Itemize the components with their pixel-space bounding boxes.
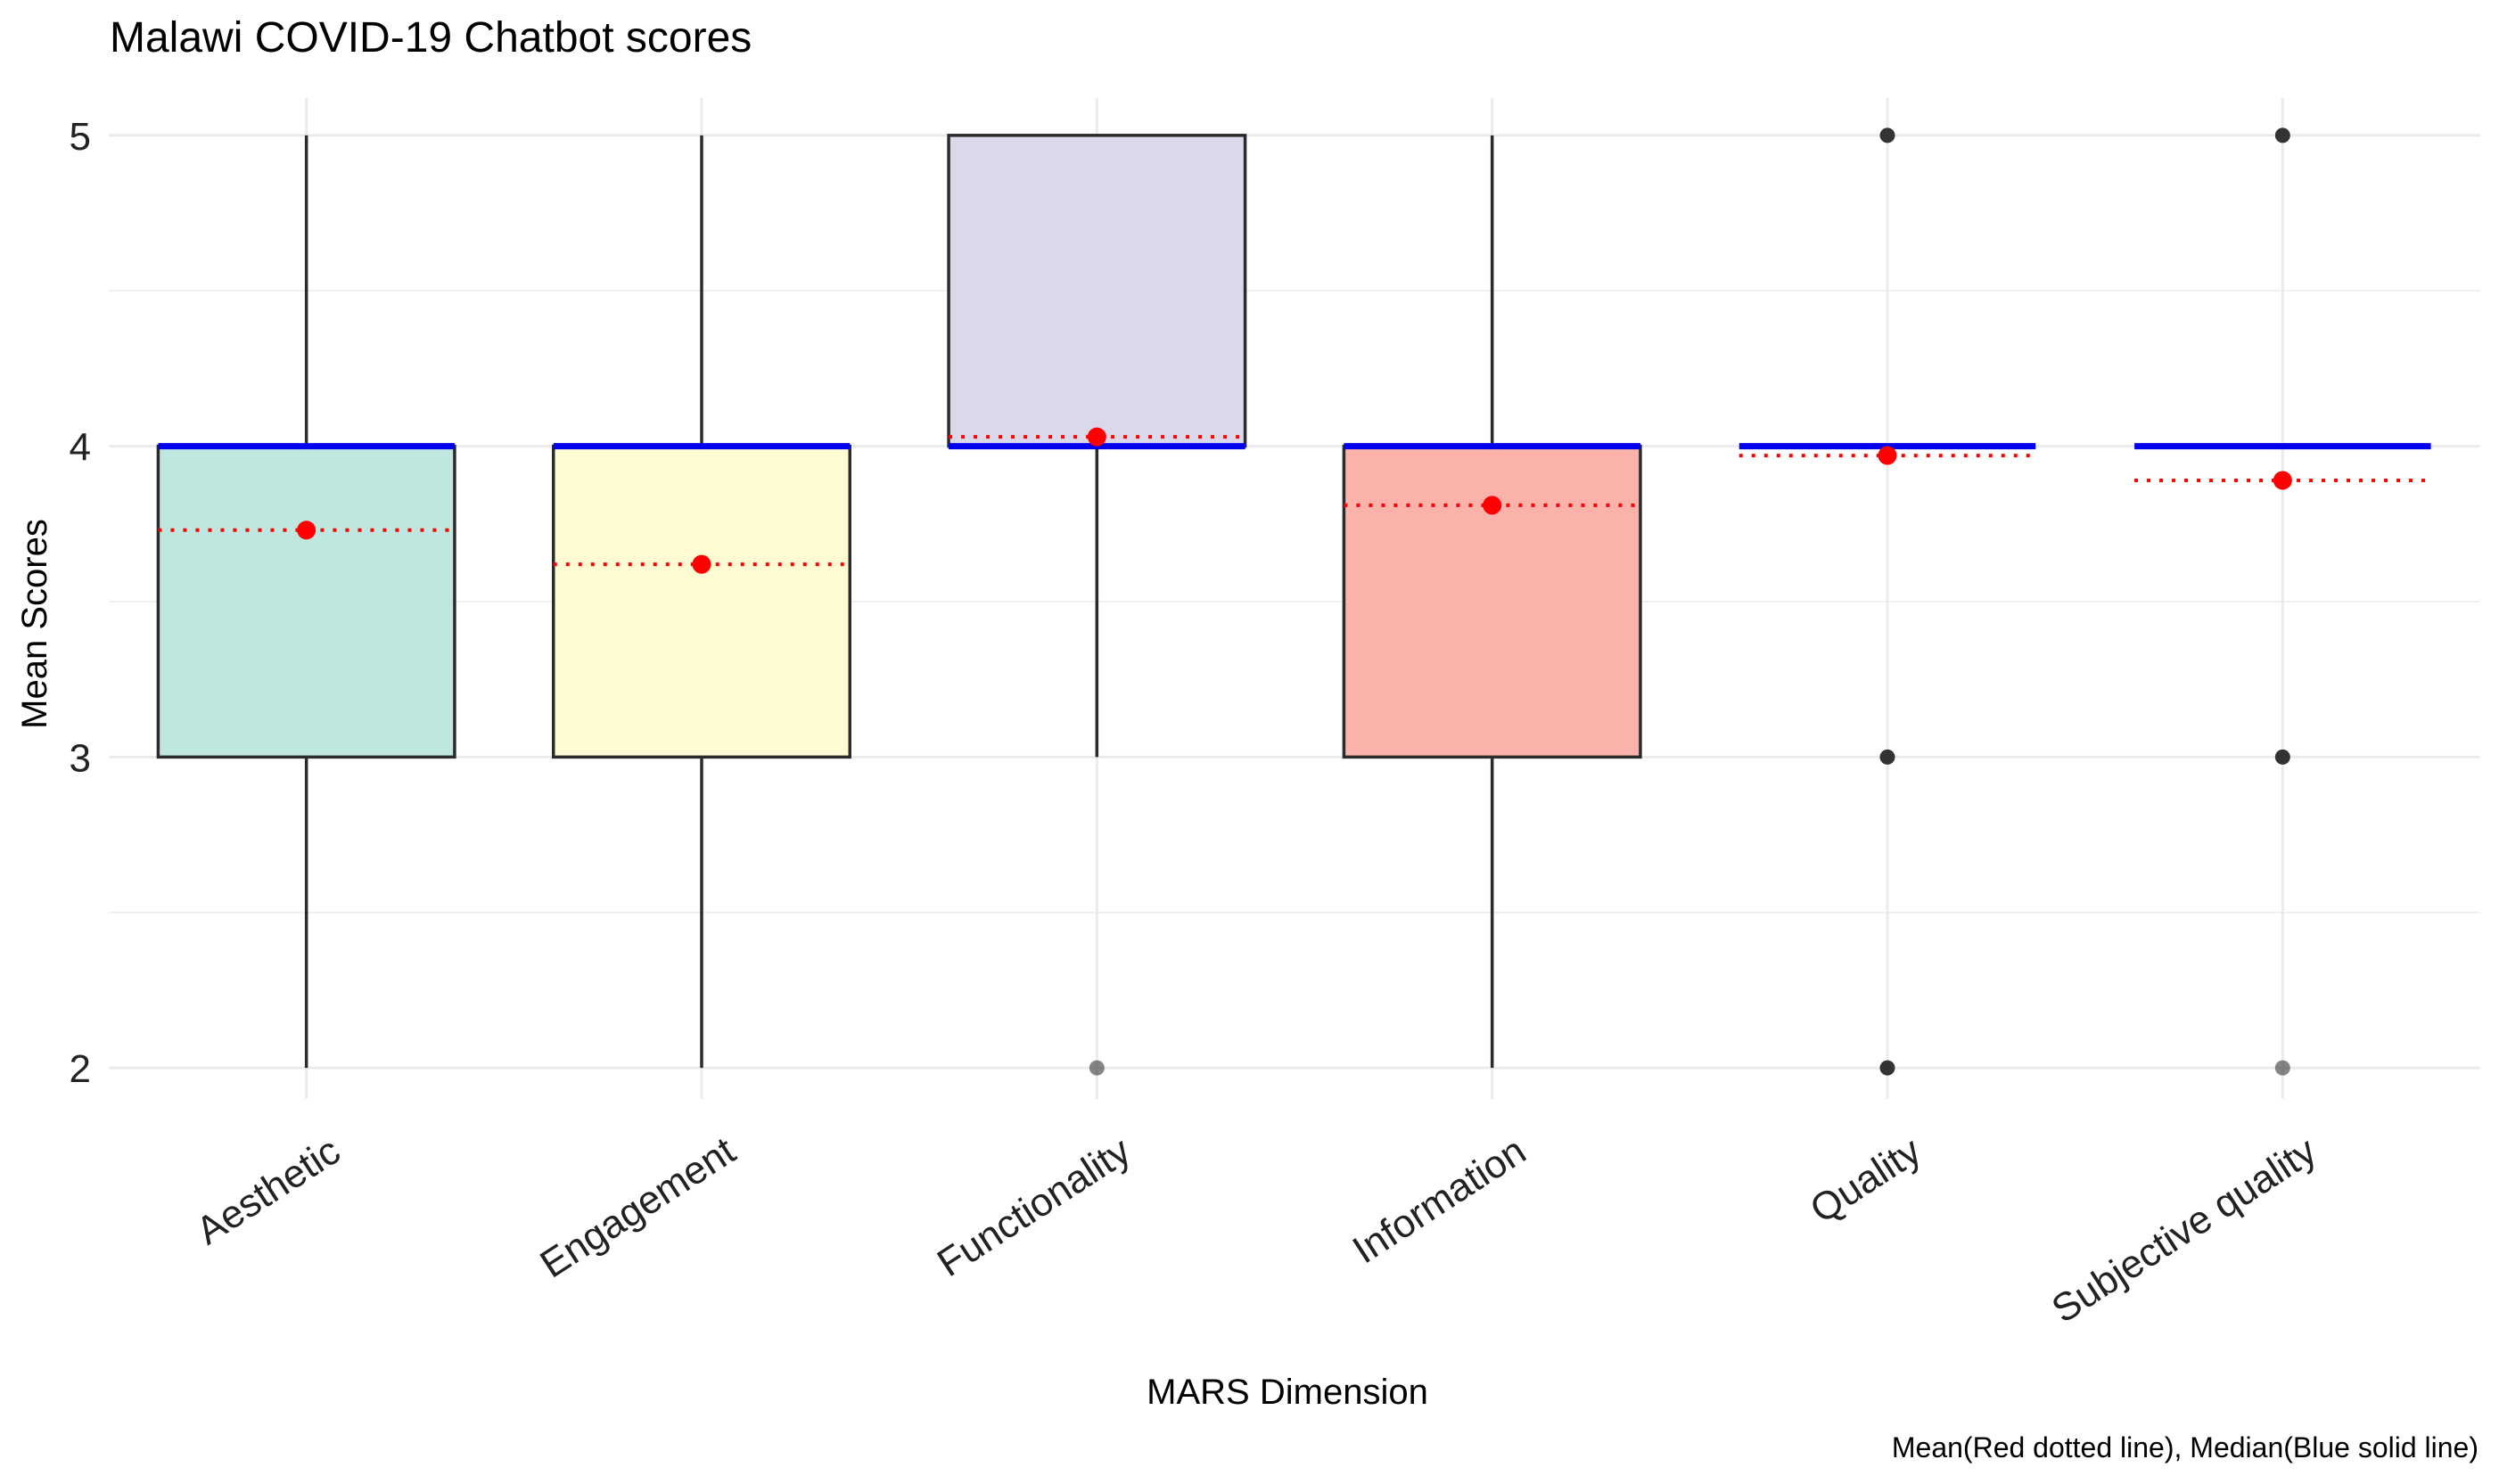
outlier-point (1879, 1060, 1895, 1076)
mean-point (1483, 496, 1502, 515)
outlier-point (2274, 127, 2290, 143)
outlier-point (2274, 1060, 2290, 1076)
box (947, 134, 1247, 448)
x-tick-label: Quality (1803, 1128, 1929, 1232)
chart-title: Malawi COVID-19 Chatbot scores (110, 14, 752, 61)
plot-area: 2 3 4 5 Aesthetic Engagement Functionality Info… (70, 98, 2480, 1332)
y-tick-label: 3 (70, 736, 91, 780)
y-tick-label: 5 (70, 115, 91, 159)
chart-caption: Mean(Red dotted line), Median(Blue solid… (1892, 1431, 2478, 1464)
x-tick-label: Subjective quality (2044, 1128, 2324, 1332)
mean-point (692, 554, 711, 574)
box (552, 444, 851, 759)
x-tick-label: Information (1345, 1128, 1533, 1272)
x-tick-label: Aesthetic (189, 1128, 348, 1253)
x-axis-label: MARS Dimension (1147, 1373, 1428, 1412)
mean-point (297, 521, 316, 540)
x-tick-label: Engagement (532, 1128, 743, 1286)
outlier-point (1879, 127, 1895, 143)
mean-point (1087, 427, 1106, 447)
x-tick-label: Functionality (930, 1128, 1139, 1285)
outlier-point (2274, 749, 2290, 765)
y-tick-label: 4 (70, 426, 91, 470)
y-tick-label: 2 (70, 1047, 91, 1091)
box (1342, 444, 1642, 759)
box (156, 444, 456, 759)
outlier-point (1089, 1060, 1105, 1076)
outlier-point (1879, 749, 1895, 765)
mean-point (2273, 471, 2292, 490)
y-axis-label: Mean Scores (15, 519, 54, 729)
mean-point (1878, 446, 1897, 465)
